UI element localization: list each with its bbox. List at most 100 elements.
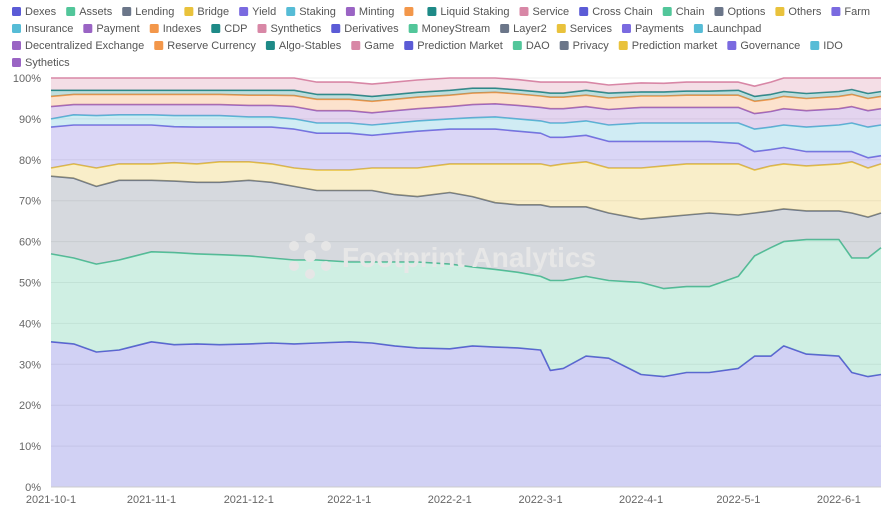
legend-swatch-icon — [579, 7, 589, 16]
line-bridge — [50, 161, 882, 171]
legend-label: Farm — [844, 6, 870, 18]
area-liquid-staking-combined — [51, 88, 881, 102]
legend-item-decentralized-exchange[interactable]: Decentralized Exchange — [12, 40, 144, 52]
legend-item-layer2[interactable]: Layer2 — [500, 23, 547, 35]
legend-item-others[interactable]: Others — [775, 6, 822, 18]
legend-swatch-icon — [519, 7, 529, 16]
line-service-combined — [51, 77, 881, 87]
legend-item-launchpad[interactable]: Launchpad — [693, 23, 761, 35]
area-service-combined — [51, 78, 881, 97]
legend-item-prediction-market[interactable]: Prediction market — [618, 40, 718, 52]
watermark-logo-icon — [289, 233, 331, 279]
y-tick-label: 60% — [19, 237, 41, 249]
legend-item-minting[interactable]: Minting — [345, 6, 394, 18]
legend-item-lending[interactable]: Lending — [122, 6, 174, 18]
area-yield — [51, 125, 881, 170]
y-tick-label: 70% — [19, 196, 41, 208]
legend-swatch-icon — [331, 24, 341, 33]
legend-swatch-icon — [512, 41, 522, 50]
legend-label: Synthetics — [271, 23, 322, 35]
legend-item-services[interactable]: Services — [556, 23, 613, 35]
x-tick-label: 2021-11-1 — [127, 494, 176, 506]
legend-label: Insurance — [25, 23, 73, 35]
legend-item-options[interactable]: Options — [714, 6, 766, 18]
axes: 0% 10% 20% 30% 40% 50% 60% 70% 80% 90% 100% 2021-10… — [13, 73, 881, 506]
legend-item-synthetics[interactable]: Synthetics — [257, 23, 322, 35]
legend-item-governance[interactable]: Governance — [727, 40, 800, 52]
legend-label: MoneyStream — [422, 23, 490, 35]
y-tick-label: 80% — [19, 155, 41, 167]
legend-item-chain[interactable]: Chain — [662, 6, 705, 18]
legend-label: IDO — [823, 40, 843, 52]
legend-swatch-icon — [618, 41, 628, 50]
legend-swatch-icon — [559, 41, 569, 50]
legend-item-cross-chain[interactable]: Cross Chain — [579, 6, 653, 18]
area-bridge — [51, 161, 881, 220]
y-tick-label: 0% — [25, 482, 41, 494]
legend-item-insurance[interactable]: Insurance — [12, 23, 73, 35]
legend-item-game[interactable]: Game — [351, 40, 394, 52]
legend-swatch-icon — [265, 41, 275, 50]
legend-label: Liquid Staking — [440, 6, 509, 18]
legend-swatch-icon — [257, 24, 267, 33]
legend-label: Others — [788, 6, 822, 18]
legend-swatch-icon — [404, 41, 414, 50]
x-tick-label: 2022-5-1 — [716, 494, 760, 506]
legend-swatch-icon — [286, 7, 296, 16]
x-tick-label: 2021-10-1 — [26, 494, 76, 506]
legend-item-indexes[interactable]: Indexes — [149, 23, 202, 35]
watermark: Footprint Analytics — [289, 233, 596, 279]
legend-item-assets[interactable]: Assets — [66, 6, 113, 18]
area-others-combined — [51, 92, 881, 114]
legend-item-yield[interactable]: Yield — [239, 6, 276, 18]
line-lending — [50, 175, 882, 220]
x-tick-label: 2022-3-1 — [519, 494, 563, 506]
legend-swatch-icon — [154, 41, 164, 50]
legend-item-prediction-market[interactable]: Prediction Market — [404, 40, 503, 52]
legend-label: Service — [533, 6, 570, 18]
legend-label: Decentralized Exchange — [25, 40, 144, 52]
legend-item-liquid-staking[interactable]: Liquid Staking — [427, 6, 510, 18]
legend-item-moneystream[interactable]: MoneyStream — [408, 23, 490, 35]
legend-item-ido[interactable]: IDO — [810, 40, 843, 52]
legend-item-sythetics[interactable]: Sythetics — [12, 57, 70, 69]
legend-swatch-icon — [351, 41, 361, 50]
area-minting — [51, 103, 881, 130]
y-tick-label: 40% — [19, 318, 41, 330]
legend-swatch-icon — [239, 7, 249, 16]
y-tick-label: 50% — [19, 278, 41, 290]
legend-swatch-icon — [404, 7, 414, 16]
legend-item-bridge[interactable]: Bridge — [184, 6, 229, 18]
line-liquid-staking-combined — [51, 87, 882, 98]
y-tick-label: 90% — [19, 114, 41, 126]
area-staking — [51, 114, 881, 158]
legend-swatch-icon — [12, 41, 21, 50]
legend-swatch-icon — [66, 7, 76, 16]
legend-item-farm[interactable]: Farm — [831, 6, 870, 18]
legend-item-dexes[interactable]: Dexes — [12, 6, 57, 18]
legend-item-unnamed[interactable] — [404, 7, 414, 16]
legend-swatch-icon — [556, 24, 566, 33]
legend-label: Privacy — [573, 40, 610, 52]
legend-label: Lending — [135, 6, 174, 18]
line-minting — [50, 103, 882, 115]
legend-item-privacy[interactable]: Privacy — [559, 40, 610, 52]
x-tick-label: 2021-12-1 — [224, 494, 274, 506]
legend-item-payment[interactable]: Payment — [83, 23, 140, 35]
legend-swatch-icon — [714, 7, 724, 16]
y-tick-label: 10% — [19, 441, 41, 453]
y-tick-label: 30% — [19, 359, 41, 371]
legend-item-cdp[interactable]: CDP — [211, 23, 248, 35]
legend-item-service[interactable]: Service — [519, 6, 570, 18]
line-dexes — [50, 341, 882, 378]
area-dexes — [51, 341, 881, 487]
legend-item-dao[interactable]: DAO — [512, 40, 550, 52]
legend-item-reserve-currency[interactable]: Reserve Currency — [154, 40, 256, 52]
legend-item-staking[interactable]: Staking — [286, 6, 336, 18]
legend-item-derivatives[interactable]: Derivatives — [331, 23, 399, 35]
legend-swatch-icon — [810, 41, 820, 50]
legend-item-payments[interactable]: Payments — [621, 23, 684, 35]
legend-item-algo-stables[interactable]: Algo-Stables — [265, 40, 342, 52]
legend-label: Yield — [252, 6, 276, 18]
legend-label: Chain — [676, 6, 705, 18]
